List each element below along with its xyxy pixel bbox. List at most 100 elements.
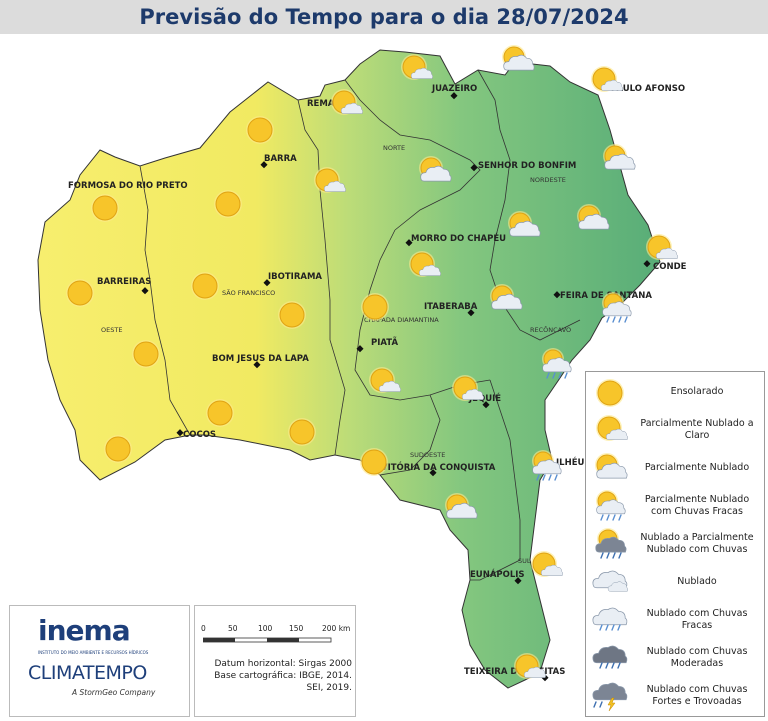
sun-small-cloud-icon <box>403 250 443 284</box>
legend-row: Nublado com Chuvas Fracas <box>586 600 764 640</box>
region-label-sudoeste: SUDOESTE <box>410 451 446 459</box>
inema-logo: inema <box>38 614 131 647</box>
city-label-bom-jesus-da-lapa: BOM JESUS DA LAPA <box>212 354 309 364</box>
sun-icon <box>596 379 624 407</box>
sun-icon <box>355 290 395 324</box>
legend-row: Nublado a Parcialmente Nublado com Chuva… <box>586 524 764 564</box>
sun-cloud-icon <box>503 210 543 244</box>
city-marker <box>253 361 261 369</box>
city-label-remanso: REMANSO <box>307 99 355 109</box>
legend-label: Parcialmente Nublado com Chuvas Fracas <box>644 494 750 517</box>
sun-cloud-light-rain-icon <box>596 292 636 326</box>
city-label-eunapolis: EUNÁPOLIS <box>470 570 525 580</box>
sun-cloud-icon <box>414 155 454 189</box>
city-label-barreiras: BARREIRAS <box>97 277 152 287</box>
legend-label: Nublado com Chuvas Fracas <box>646 608 748 631</box>
city-marker <box>405 239 413 247</box>
sun-cloud-icon <box>497 44 537 78</box>
city-marker <box>260 161 268 169</box>
state-outline <box>37 49 661 689</box>
sun-small-cloud-icon <box>525 550 565 584</box>
map-title-bar: Previsão do Tempo para o dia 28/07/2024 <box>0 0 768 34</box>
sun-icon <box>208 187 248 221</box>
legend-row: Parcialmente Nublado a Claro <box>586 410 764 450</box>
sun-icon <box>354 445 394 479</box>
sun-cloud-icon <box>440 492 480 526</box>
city-label-piata: PIATÃ <box>371 338 399 348</box>
city-marker <box>514 577 522 585</box>
legend-row: Parcialmente Nublado com Chuvas Fracas <box>586 486 764 526</box>
sun-icon <box>272 298 312 332</box>
sun-small-cloud-icon <box>585 65 625 99</box>
city-label-conde: CONDE <box>653 262 687 272</box>
inema-subtitle: INSTITUTO DO MEIO AMBIENTE E RECURSOS HÍ… <box>38 650 149 655</box>
scale-bar <box>203 637 332 643</box>
sun-small-cloud-icon <box>508 652 548 686</box>
sun-icon <box>282 415 322 449</box>
scale-tick: 100 <box>258 624 273 633</box>
datum-line: Base cartográfica: IBGE, 2014. <box>214 671 352 681</box>
city-label-ilheus: ILHÉUS <box>556 458 591 468</box>
sun-small-cloud-icon <box>395 53 435 87</box>
sun-icon <box>240 113 280 147</box>
datum-line: Datum horizontal: Sirgas 2000 <box>214 659 352 669</box>
city-label-jequie: JEQUIÉ <box>469 394 502 404</box>
legend-label: Parcialmente Nublado a Claro <box>640 418 754 441</box>
region-label-sao-francisco: SÃO FRANCISCO <box>222 289 276 297</box>
legend-label: Ensolarado <box>670 386 724 397</box>
city-marker <box>553 291 561 299</box>
region-borders <box>139 69 581 581</box>
cloud-icon <box>592 570 629 592</box>
region-label-oeste: OESTE <box>101 326 123 334</box>
sun-small-cloud-icon <box>325 88 365 122</box>
city-label-vitoria-da-conquista: VITÓRIA DA CONQUISTA <box>381 463 496 473</box>
sun-icon <box>98 432 138 466</box>
region-label-nordeste: NORDESTE <box>530 176 566 184</box>
city-marker <box>643 260 651 268</box>
sun-icon <box>200 396 240 430</box>
legend-label: Nublado a Parcialmente Nublado com Chuva… <box>640 532 754 555</box>
legend: Ensolarado Parcialmente Nublado a Claro Pa… <box>585 371 765 717</box>
sun-icon <box>60 276 100 310</box>
sun-cloud-light-rain-icon <box>596 490 626 521</box>
legend-row: Parcialmente Nublado <box>586 448 764 488</box>
city-label-barra: BARRA <box>264 154 297 164</box>
map-title: Previsão do Tempo para o dia 28/07/2024 <box>139 5 629 29</box>
datum-text: Datum horizontal: Sirgas 2000 Base carto… <box>200 658 352 694</box>
sun-cloud-light-rain-icon <box>536 348 576 382</box>
sun-cloud-icon <box>485 283 525 317</box>
sun-cloud-light-rain-icon <box>526 450 566 484</box>
scale-tick: 0 <box>201 624 206 633</box>
logo-box: inema INSTITUTO DO MEIO AMBIENTE E RECUR… <box>9 605 190 717</box>
sun-cloud-icon <box>598 143 638 177</box>
city-marker <box>450 92 458 100</box>
legend-label: Nublado com Chuvas Moderadas <box>646 646 748 669</box>
scale-tick: 50 <box>228 624 238 633</box>
sun-small-cloud-icon <box>596 415 628 441</box>
city-label-itaberaba: ITABERABA <box>424 302 478 312</box>
city-label-teixeira-de-freitas: TEIXEIRA DE FREITAS <box>464 667 566 677</box>
dark-cloud-rain-icon <box>592 645 628 669</box>
storm-cloud-icon <box>592 682 628 712</box>
climatempo-subtitle: A StormGeo Company <box>72 688 156 697</box>
legend-row: Ensolarado <box>586 372 764 412</box>
sun-icon <box>85 191 125 225</box>
city-marker <box>429 469 437 477</box>
region-label-reconcavo: RECÔNCAVO <box>530 326 572 334</box>
legend-label: Nublado com Chuvas Fortes e Trovoadas <box>646 684 748 707</box>
city-label-morro-do-chapeu: MORRO DO CHAPÉU <box>411 234 507 244</box>
city-label-cocos: COCOS <box>183 430 217 440</box>
sun-small-cloud-icon <box>446 374 486 408</box>
region-label-sul: SUL <box>518 557 531 565</box>
sun-cloud-icon <box>572 203 612 237</box>
scale-tick: 150 <box>289 624 304 633</box>
city-marker <box>356 345 364 353</box>
city-label-senhor-do-bonfim: SENHOR DO BONFIM <box>478 161 577 171</box>
sun-dark-cloud-rain-icon <box>595 528 627 559</box>
city-label-paulo-afonso: PAULO AFONSO <box>611 84 686 94</box>
legend-label: Parcialmente Nublado <box>644 462 750 473</box>
climatempo-logo: CLIMATEMPO <box>28 662 147 684</box>
sun-icon <box>185 269 225 303</box>
sun-small-cloud-icon <box>308 166 348 200</box>
scale-tick: 200 km <box>322 624 351 633</box>
